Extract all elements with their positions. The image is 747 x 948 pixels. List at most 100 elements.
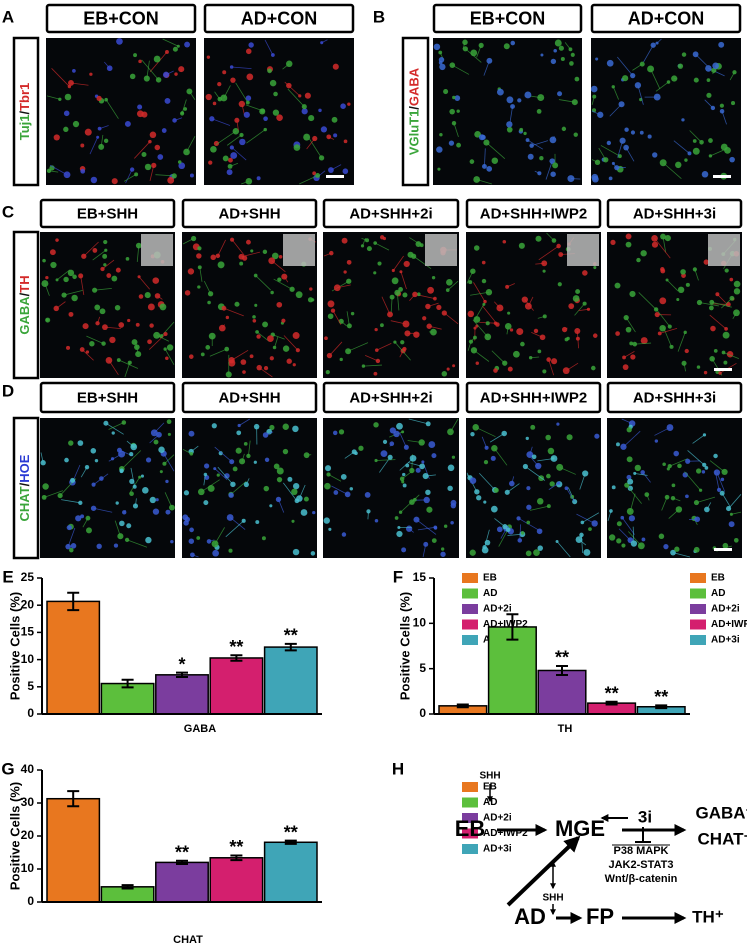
cell (238, 100, 246, 108)
cell (246, 453, 251, 459)
cell (441, 371, 448, 377)
cell (254, 303, 258, 307)
cell (129, 452, 134, 457)
cell (533, 328, 539, 334)
cell (574, 328, 581, 334)
cell (693, 546, 700, 553)
cell (693, 77, 699, 83)
neurite (394, 341, 411, 361)
cell (475, 361, 479, 365)
cell (45, 275, 49, 280)
neurite (51, 68, 70, 87)
cell (92, 287, 98, 293)
cell (303, 133, 311, 141)
error-bar (67, 790, 80, 808)
neurite (486, 142, 506, 160)
cell (450, 520, 454, 525)
cell (171, 173, 177, 179)
cell (132, 484, 137, 489)
cell (549, 481, 555, 487)
cell (125, 257, 130, 261)
neurite (416, 519, 437, 535)
cell (331, 116, 338, 123)
cell (634, 464, 642, 472)
cell (519, 127, 524, 132)
x-axis-label: CHAT (173, 934, 203, 946)
cell (441, 310, 447, 316)
error-bar (230, 654, 243, 662)
cell (85, 515, 91, 521)
cell (293, 144, 301, 151)
cell (396, 422, 403, 430)
cell (138, 59, 142, 64)
cell (382, 236, 387, 241)
cell (652, 152, 658, 158)
title-box (590, 3, 742, 34)
cell (425, 489, 431, 496)
cell (443, 89, 449, 95)
cell (42, 258, 46, 263)
cell (440, 551, 446, 557)
cell (630, 354, 636, 360)
cell (130, 443, 138, 451)
cell (493, 368, 498, 373)
cell (537, 545, 543, 551)
neurite (673, 140, 690, 154)
neurite (284, 81, 301, 97)
cell (684, 348, 689, 354)
cell (292, 425, 299, 433)
neurite (379, 457, 391, 473)
cell (373, 371, 378, 376)
cell (132, 503, 139, 509)
cell (325, 369, 330, 375)
cell (505, 284, 510, 289)
cell (692, 51, 699, 58)
cell (582, 301, 587, 306)
cell (246, 239, 251, 245)
cell (84, 464, 90, 470)
title-box (465, 198, 602, 229)
neurite (710, 149, 724, 157)
neurite (621, 517, 635, 535)
neurite (494, 448, 508, 466)
neurite (246, 129, 266, 144)
cell (628, 515, 636, 522)
neurite (482, 305, 498, 325)
cell (330, 308, 336, 313)
cell (339, 357, 343, 362)
neurite (417, 294, 435, 300)
cell (64, 93, 72, 101)
title-box (322, 198, 460, 229)
cell (96, 95, 102, 102)
error-bar (176, 671, 188, 679)
cell (671, 75, 678, 82)
cell (436, 146, 443, 153)
cell (537, 349, 542, 354)
panel-title: AD+SHH+3i (633, 389, 716, 406)
cell (186, 88, 193, 95)
cell (677, 286, 685, 294)
cell (569, 61, 574, 66)
cell (426, 323, 432, 329)
cell (394, 516, 399, 520)
cell (611, 485, 616, 490)
neurite (453, 123, 459, 137)
legend-label: AD (711, 588, 725, 599)
cell (706, 92, 712, 98)
cell (109, 336, 116, 344)
neurite (215, 130, 237, 145)
cell (312, 135, 318, 142)
cell (654, 311, 660, 318)
neurite (163, 453, 175, 472)
significance: ** (284, 626, 298, 646)
cell (276, 114, 283, 121)
cell (473, 326, 477, 330)
cell (295, 348, 300, 353)
cell (229, 145, 235, 150)
neurite (655, 307, 671, 327)
micrograph (591, 38, 741, 185)
cell (501, 430, 507, 437)
cell (82, 323, 89, 330)
cell (684, 158, 688, 162)
cell (675, 161, 682, 169)
